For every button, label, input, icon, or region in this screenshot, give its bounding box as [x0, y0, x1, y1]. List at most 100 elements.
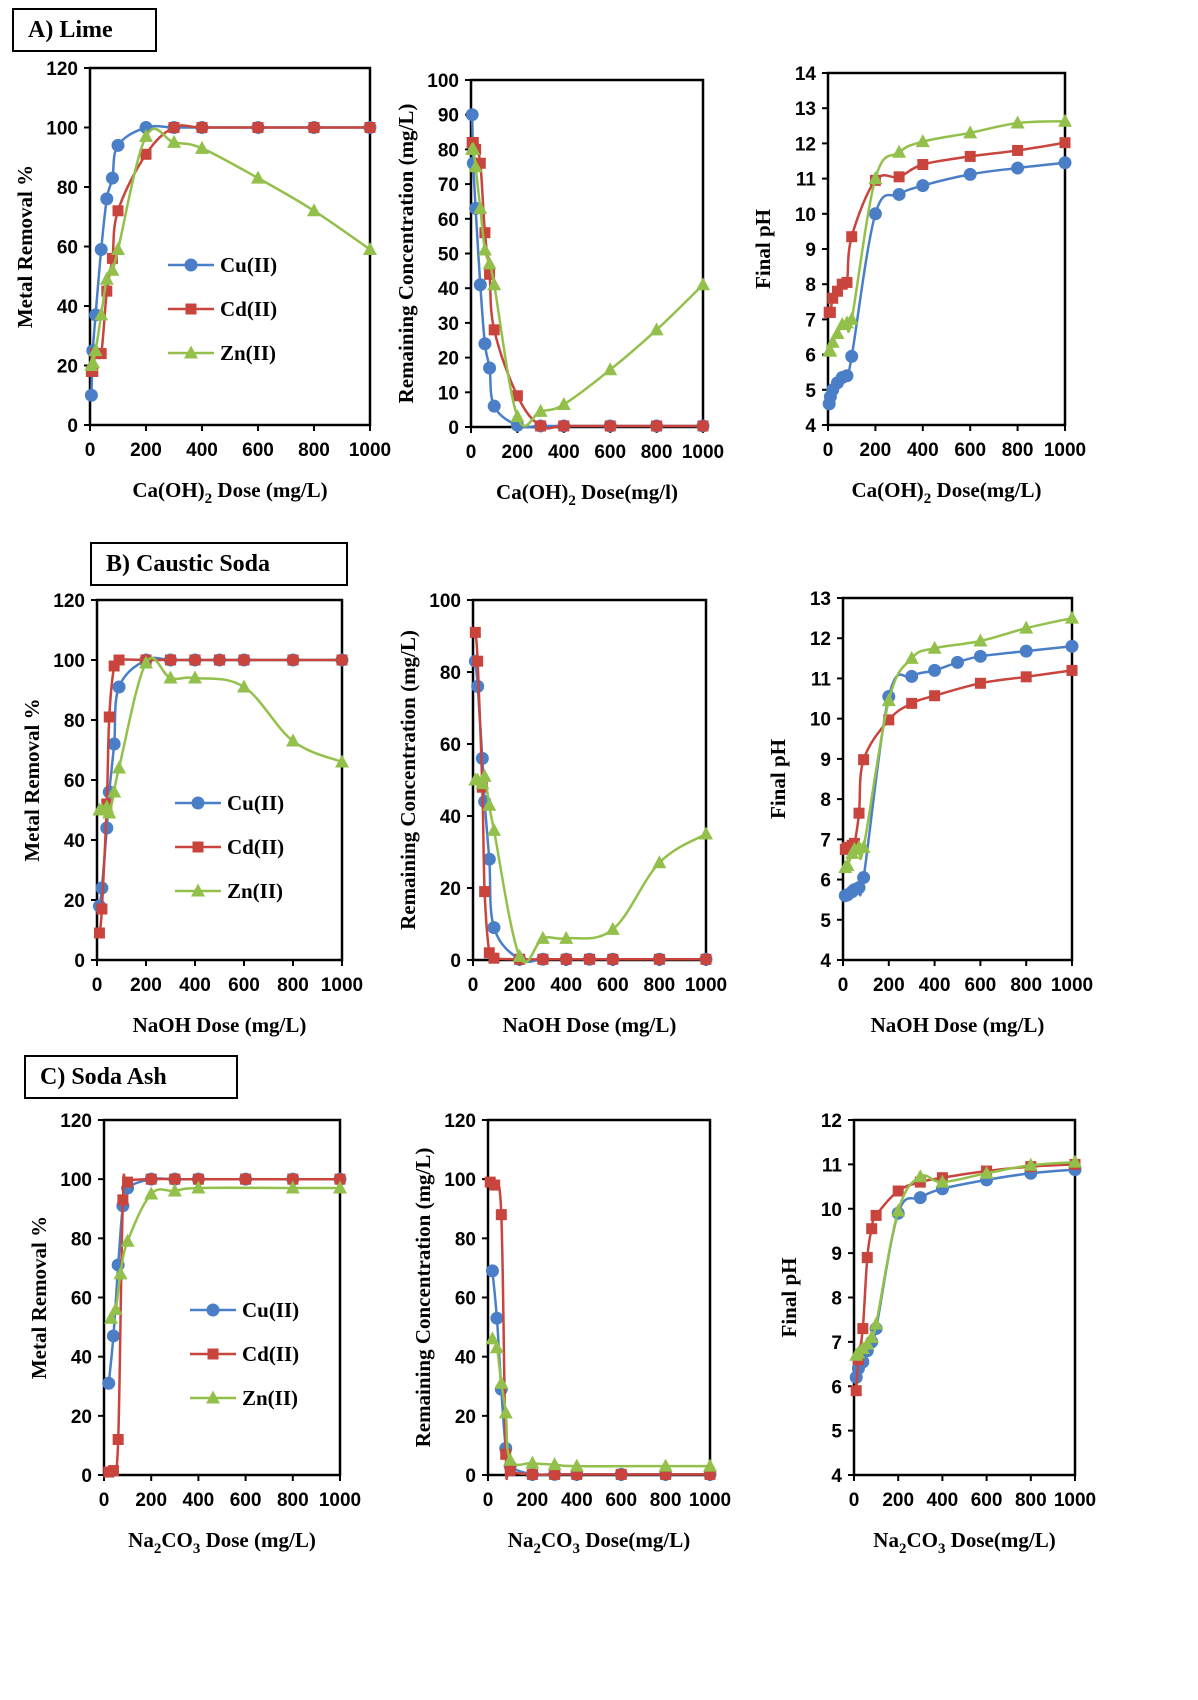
- data-point: [474, 157, 486, 169]
- y-tick-label: 60: [438, 210, 459, 231]
- data-point: [94, 307, 109, 321]
- data-point: [928, 663, 942, 677]
- x-tick-label: 600: [954, 440, 986, 461]
- data-point: [102, 805, 117, 819]
- data-point: [699, 826, 713, 840]
- series-Cd(II): [103, 1173, 346, 1478]
- y-tick-label: 40: [57, 297, 78, 318]
- y-tick-label: 0: [74, 951, 85, 972]
- series-line: [108, 1173, 340, 1475]
- data-point: [973, 633, 988, 647]
- y-tick-label: 9: [831, 1244, 842, 1265]
- data-point: [85, 355, 100, 369]
- x-tick-label: 0: [99, 1490, 110, 1511]
- y-tick-label: 11: [811, 669, 832, 690]
- x-tick-label: 800: [1015, 1490, 1047, 1511]
- x-tick-label: 400: [561, 1490, 593, 1511]
- x-tick-label: 600: [228, 975, 260, 996]
- data-point: [88, 343, 103, 357]
- series-Cd(II): [85, 122, 376, 377]
- x-tick-label: 600: [594, 442, 626, 463]
- y-tick-label: 80: [440, 663, 461, 684]
- y-tick-label: 0: [67, 416, 78, 437]
- data-point: [214, 654, 225, 666]
- x-tick-label: 400: [179, 975, 211, 996]
- data-point: [913, 1191, 927, 1205]
- data-point: [468, 159, 483, 173]
- y-tick-label: 5: [805, 381, 816, 402]
- data-point: [850, 1385, 862, 1397]
- data-point: [165, 654, 176, 666]
- series-Cd(II): [823, 137, 1071, 318]
- series-line: [844, 645, 1073, 897]
- data-point: [866, 1223, 878, 1235]
- data-point: [913, 1169, 928, 1183]
- legend-label: Cd(II): [242, 1342, 299, 1366]
- data-point: [892, 1185, 904, 1197]
- data-point: [479, 227, 491, 239]
- data-point: [140, 148, 152, 160]
- data-point: [1058, 113, 1072, 127]
- data-point: [287, 1173, 299, 1185]
- data-point: [167, 134, 181, 148]
- y-axis-label: Metal Removal %: [27, 1216, 51, 1379]
- data-point: [489, 1340, 504, 1354]
- series-Zn(II): [849, 1154, 1082, 1361]
- series-Zn(II): [465, 141, 710, 427]
- y-tick-label: 0: [81, 1466, 92, 1487]
- data-point: [1068, 1154, 1082, 1168]
- section-label-caustic-soda: B) Caustic Soda: [90, 542, 348, 586]
- data-point: [105, 171, 119, 185]
- data-point: [868, 171, 883, 185]
- series-line: [470, 146, 704, 427]
- data-point: [556, 396, 571, 410]
- y-tick-label: 10: [795, 205, 816, 226]
- x-tick-label: 200: [873, 975, 905, 996]
- series-Zn(II): [485, 1331, 717, 1472]
- y-tick-label: 20: [440, 879, 461, 900]
- data-point: [964, 150, 976, 162]
- data-point: [188, 670, 202, 684]
- data-point: [477, 242, 492, 256]
- data-point: [87, 365, 99, 377]
- y-tick-label: 120: [46, 59, 78, 80]
- data-point: [658, 1458, 673, 1472]
- data-point: [94, 242, 108, 256]
- x-tick-label: 600: [965, 975, 997, 996]
- data-point: [870, 1209, 882, 1221]
- y-tick-label: 80: [71, 1229, 92, 1250]
- data-point: [703, 1458, 717, 1472]
- x-tick-label: 800: [650, 1490, 682, 1511]
- data-point: [334, 1173, 346, 1185]
- chart-4: 0 20 40 60 80 100 120 0 200 400 600 800 1000 NaOH Dos…: [20, 591, 363, 1037]
- data-point: [489, 1179, 501, 1191]
- y-tick-label: 6: [831, 1377, 842, 1398]
- x-axis-label: Ca(OH)2 Dose (mg/L): [132, 478, 327, 507]
- data-point: [558, 420, 570, 432]
- data-point: [537, 953, 549, 965]
- y-tick-label: 100: [427, 71, 459, 92]
- data-point: [107, 784, 122, 798]
- x-tick-label: 1000: [321, 975, 363, 996]
- data-point: [893, 171, 905, 183]
- data-point: [336, 654, 348, 666]
- data-point: [512, 948, 527, 962]
- y-tick-label: 30: [438, 314, 459, 335]
- data-point: [510, 409, 525, 423]
- data-point: [700, 953, 712, 965]
- data-point: [167, 1183, 182, 1197]
- y-axis-label: Metal Removal %: [13, 165, 37, 328]
- data-point: [569, 1458, 584, 1472]
- data-point: [333, 1180, 347, 1194]
- y-tick-label: 40: [455, 1348, 476, 1369]
- y-tick-label: 60: [64, 771, 85, 792]
- data-point: [252, 122, 264, 133]
- y-tick-label: 20: [438, 349, 459, 370]
- chart-8: 0 20 40 60 80 100 120 0 200 400 600 800 1000 Na2CO3 D…: [411, 1111, 731, 1557]
- x-tick-label: 600: [597, 975, 629, 996]
- y-axis-label: Remaining Concentration (mg/L): [396, 630, 420, 930]
- data-point: [195, 140, 209, 154]
- series-Cd(II): [93, 654, 348, 939]
- y-tick-label: 7: [805, 310, 816, 331]
